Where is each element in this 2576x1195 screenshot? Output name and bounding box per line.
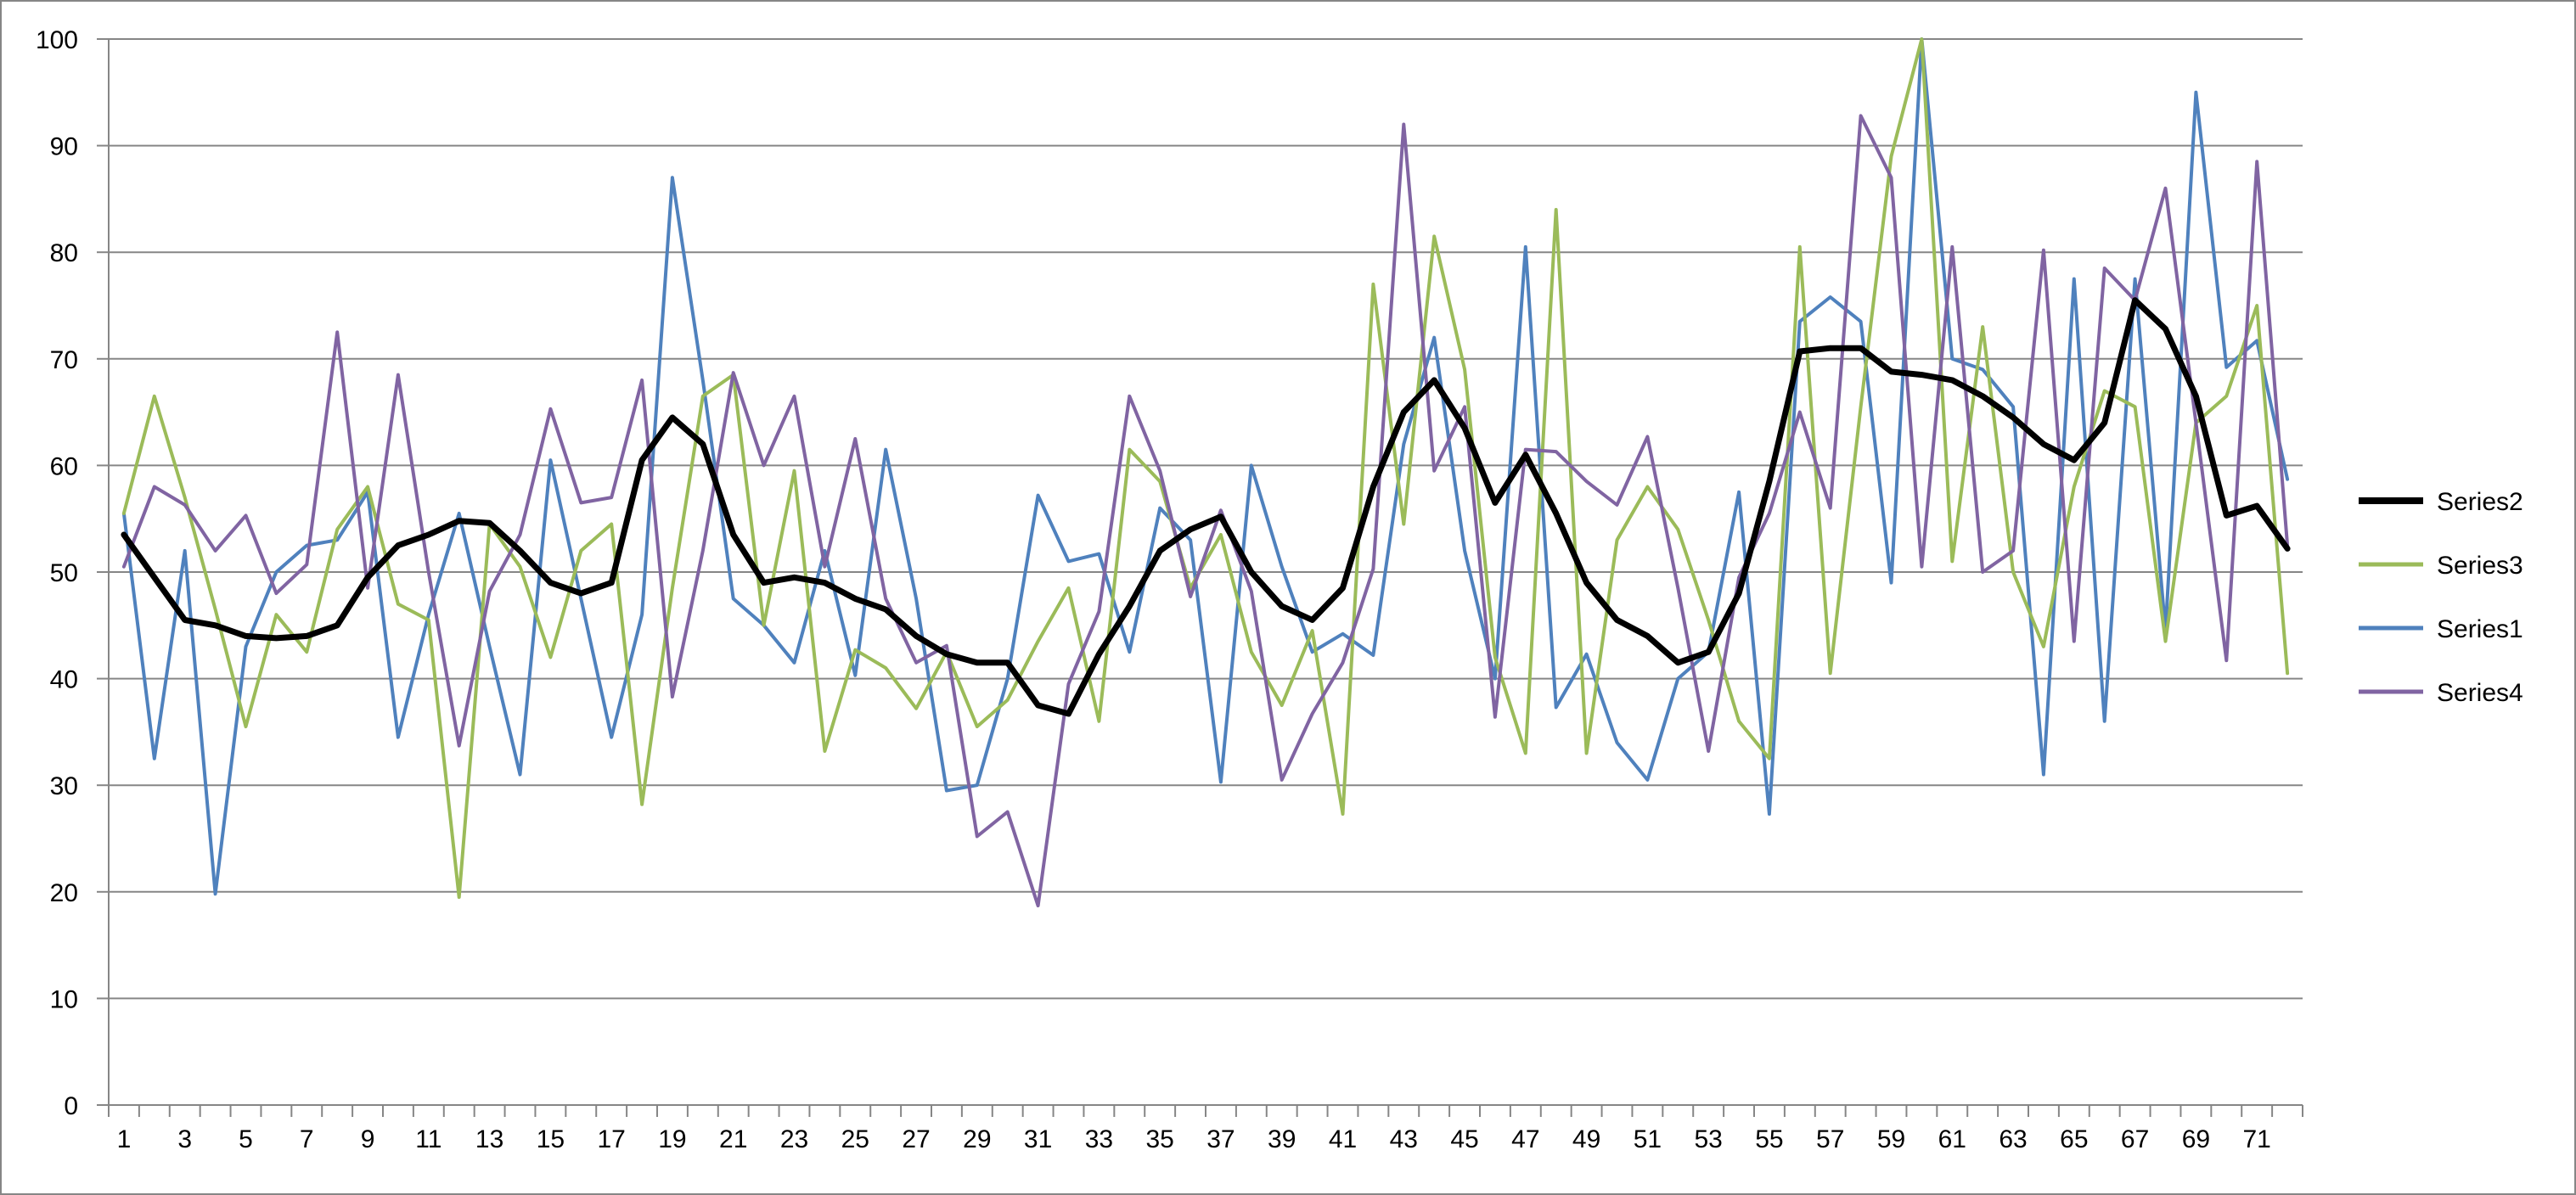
x-tick-label: 57 [1816,1125,1844,1153]
legend-label-series2: Series2 [2437,488,2523,516]
x-tick-label: 41 [1329,1125,1357,1153]
y-tick-label: 40 [50,666,78,694]
x-tick-label: 33 [1085,1125,1113,1153]
legend: Series2 Series3 Series1 Series4 [2359,488,2523,707]
y-tick-label: 30 [50,772,78,800]
x-tick-label: 25 [841,1125,869,1153]
x-tick-label: 61 [1938,1125,1966,1153]
x-axis-tick-labels: 1 3 5 7 9 11 13 15 17 19 21 23 25 27 29 31 33 35 37 39 41 43 4… [117,1125,2271,1153]
axes [97,38,2303,1117]
y-tick-label: 10 [50,985,78,1013]
y-tick-label: 20 [50,879,78,907]
x-tick-label: 43 [1390,1125,1418,1153]
x-tick-label: 3 [177,1125,192,1153]
x-tick-label: 15 [537,1125,565,1153]
x-tick-label: 49 [1572,1125,1600,1153]
series-line-series3 [121,37,2290,900]
y-tick-label: 0 [64,1092,78,1120]
legend-label-series3: Series3 [2437,552,2523,580]
x-tick-label: 9 [361,1125,375,1153]
series-line-series4 [121,114,2290,908]
x-tick-label: 29 [963,1125,991,1153]
y-axis-tick-labels: 0 10 20 30 40 50 60 70 80 90 100 [36,26,78,1120]
series-line-series2 [121,297,2291,717]
x-tick-label: 51 [1634,1125,1662,1153]
series-lines [121,37,2291,908]
x-tick-label: 39 [1268,1125,1296,1153]
y-tick-label: 60 [50,452,78,480]
x-tick-label: 71 [2242,1125,2270,1153]
x-tick-label: 1 [117,1125,132,1153]
x-tick-label: 55 [1755,1125,1783,1153]
x-tick-label: 5 [239,1125,253,1153]
y-tick-label: 50 [50,559,78,587]
legend-label-series1: Series1 [2437,615,2523,643]
x-tick-label: 31 [1024,1125,1052,1153]
x-tick-label: 21 [719,1125,747,1153]
gridlines [109,38,2303,1000]
x-tick-label: 13 [475,1125,503,1153]
y-tick-label: 80 [50,239,78,267]
x-tick-label: 53 [1694,1125,1722,1153]
x-tick-label: 19 [658,1125,686,1153]
y-tick-label: 100 [36,26,78,54]
x-tick-label: 11 [415,1125,442,1153]
x-tick-label: 37 [1206,1125,1235,1153]
y-tick-label: 90 [50,133,78,161]
x-tick-label: 27 [902,1125,930,1153]
x-tick-label: 23 [780,1125,808,1153]
x-tick-label: 59 [1877,1125,1905,1153]
x-tick-label: 17 [597,1125,625,1153]
y-tick-label: 70 [50,346,78,374]
x-tick-label: 47 [1511,1125,1539,1153]
x-tick-label: 67 [2121,1125,2149,1153]
x-tick-label: 35 [1145,1125,1173,1153]
x-tick-label: 45 [1450,1125,1478,1153]
x-tick-label: 65 [2060,1125,2088,1153]
x-tick-label: 7 [300,1125,314,1153]
legend-label-series4: Series4 [2437,679,2523,707]
x-tick-label: 69 [2182,1125,2210,1153]
x-tick-label: 63 [1999,1125,2027,1153]
